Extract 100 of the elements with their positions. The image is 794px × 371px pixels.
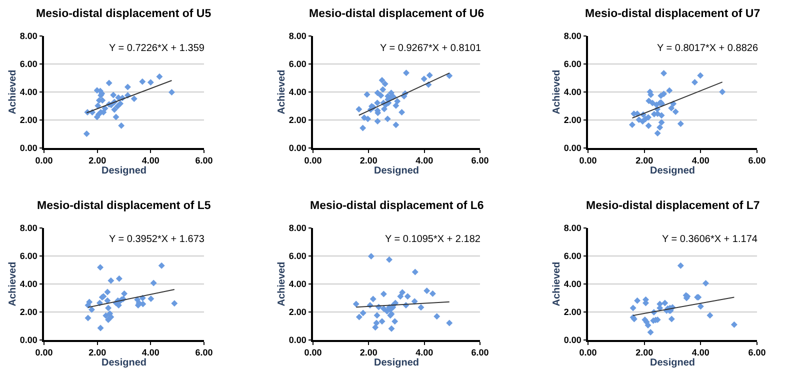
x-tick-label: 0.00 bbox=[304, 156, 322, 166]
y-tick-label: 6.00 bbox=[288, 59, 306, 70]
point bbox=[660, 70, 668, 76]
y-axis-title: Achieved bbox=[276, 70, 288, 114]
point bbox=[130, 95, 138, 102]
point bbox=[660, 90, 668, 98]
annotation: Y = 0.8017*X + 0.8826 bbox=[657, 43, 758, 54]
point bbox=[147, 79, 154, 86]
point bbox=[168, 89, 175, 96]
y-tick-label: 8.00 bbox=[564, 223, 582, 234]
point bbox=[645, 114, 652, 121]
y-axis-title: Achieved bbox=[7, 70, 18, 114]
y-axis-title: Achieved bbox=[551, 70, 562, 114]
point bbox=[429, 290, 436, 297]
point bbox=[677, 120, 684, 128]
point bbox=[94, 102, 102, 109]
x-tick-label: 2.00 bbox=[360, 348, 378, 358]
point bbox=[397, 293, 404, 300]
x-axis-title: Designed bbox=[374, 358, 420, 369]
point bbox=[368, 253, 374, 260]
annotation: Y = 0.9267*X + 0.8101 bbox=[380, 43, 482, 54]
point bbox=[702, 280, 709, 287]
point bbox=[656, 124, 664, 131]
point bbox=[719, 88, 726, 96]
point bbox=[424, 287, 430, 294]
point bbox=[104, 297, 111, 304]
point bbox=[658, 112, 665, 119]
x-tick-label: 4.00 bbox=[416, 348, 434, 358]
y-tick-label: 2.00 bbox=[288, 115, 306, 126]
point bbox=[148, 295, 154, 302]
point bbox=[378, 92, 384, 99]
point bbox=[378, 76, 386, 84]
point bbox=[97, 324, 104, 332]
point bbox=[645, 122, 652, 129]
point bbox=[628, 122, 636, 128]
x-tick-label: 4.00 bbox=[142, 156, 160, 166]
point bbox=[372, 324, 379, 331]
point bbox=[370, 296, 376, 302]
point bbox=[644, 322, 652, 329]
x-tick-label: 6.00 bbox=[195, 348, 213, 358]
point bbox=[654, 130, 661, 137]
point bbox=[378, 318, 386, 325]
point bbox=[108, 277, 114, 284]
point bbox=[434, 313, 440, 320]
x-tick-label: 4.00 bbox=[142, 348, 160, 358]
point bbox=[106, 80, 112, 86]
y-axis-title: Achieved bbox=[276, 262, 288, 306]
x-tick-label: 2.00 bbox=[88, 348, 106, 358]
x-tick-label: 6.00 bbox=[748, 156, 766, 166]
y-axis-title: Achieved bbox=[551, 262, 562, 306]
y-tick-label: 0.00 bbox=[288, 335, 306, 346]
point bbox=[150, 280, 157, 286]
annotation: Y = 0.1095*X + 2.182 bbox=[385, 234, 481, 245]
point bbox=[111, 106, 118, 113]
x-tick-label: 4.00 bbox=[692, 348, 710, 358]
point bbox=[373, 320, 380, 326]
point bbox=[102, 312, 110, 319]
x-tick-label: 0.00 bbox=[579, 156, 597, 166]
point bbox=[634, 297, 641, 304]
point bbox=[668, 104, 675, 112]
point bbox=[392, 102, 400, 109]
point bbox=[399, 289, 406, 296]
point bbox=[646, 98, 652, 104]
point bbox=[121, 290, 128, 297]
x-axis-title: Designed bbox=[101, 358, 147, 369]
y-tick-label: 8.00 bbox=[564, 31, 582, 42]
x-tick-label: 2.00 bbox=[360, 156, 378, 166]
point bbox=[402, 70, 410, 76]
point bbox=[380, 305, 387, 312]
x-axis-title: Designed bbox=[374, 166, 420, 177]
x-axis-title: Designed bbox=[650, 358, 696, 369]
x-tick-label: 6.00 bbox=[471, 156, 489, 166]
y-tick-label: 0.00 bbox=[20, 335, 38, 346]
point bbox=[156, 73, 163, 80]
y-tick-label: 0.00 bbox=[564, 335, 582, 346]
y-tick-label: 6.00 bbox=[20, 251, 38, 262]
point bbox=[647, 329, 654, 336]
point bbox=[392, 318, 398, 325]
point bbox=[630, 304, 636, 312]
point bbox=[360, 310, 366, 316]
y-tick-label: 0.00 bbox=[20, 143, 38, 154]
point bbox=[112, 114, 120, 120]
point bbox=[392, 122, 400, 128]
y-tick-label: 2.00 bbox=[564, 115, 582, 126]
point bbox=[83, 130, 90, 137]
point bbox=[398, 109, 406, 116]
y-tick-label: 4.00 bbox=[20, 87, 38, 98]
point bbox=[364, 91, 370, 98]
point bbox=[356, 106, 362, 112]
point bbox=[105, 304, 112, 312]
point bbox=[668, 316, 675, 322]
chart-title: Mesio-distal displacement of L7 bbox=[586, 200, 760, 212]
point bbox=[360, 124, 366, 132]
point bbox=[108, 314, 114, 320]
point bbox=[662, 300, 668, 306]
point bbox=[374, 90, 381, 96]
point bbox=[104, 288, 111, 296]
point bbox=[677, 262, 684, 269]
y-tick-label: 0.00 bbox=[288, 143, 306, 154]
point bbox=[364, 116, 372, 122]
